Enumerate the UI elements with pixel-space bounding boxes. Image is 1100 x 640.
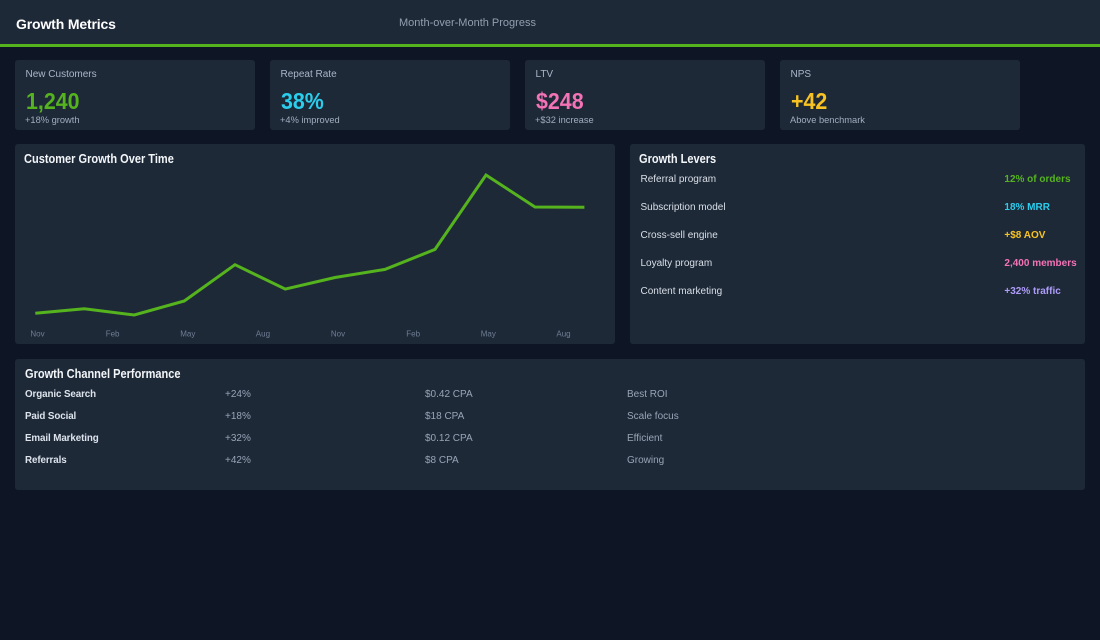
svg-text:May: May [481,330,496,339]
svg-text:Nov: Nov [30,330,44,339]
svg-text:Nov: Nov [331,330,345,339]
svg-text:Feb: Feb [106,330,120,339]
svg-text:May: May [180,330,195,339]
svg-text:Aug: Aug [556,330,570,339]
svg-text:Feb: Feb [406,330,420,339]
svg-text:Aug: Aug [256,330,270,339]
